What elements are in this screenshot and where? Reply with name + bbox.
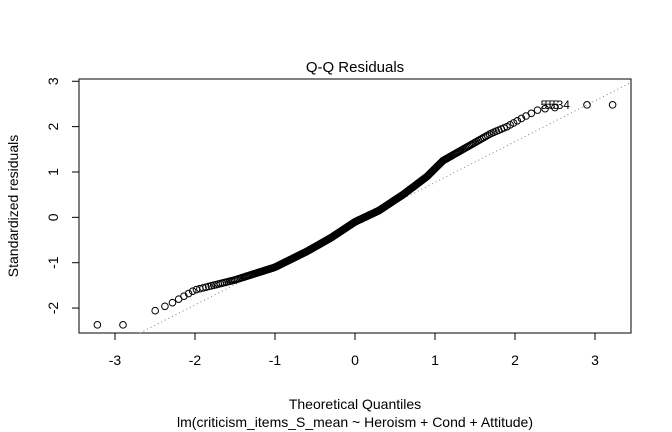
data-point xyxy=(608,101,617,109)
x-axis-label: Theoretical Quantiles xyxy=(289,396,421,412)
y-tick-label: 1 xyxy=(45,168,61,176)
x-tick-label: 0 xyxy=(351,352,359,368)
x-tick-label: -1 xyxy=(269,352,282,368)
y-tick-label: 0 xyxy=(45,213,61,221)
y-tick-label: -2 xyxy=(45,302,61,315)
data-point xyxy=(517,114,526,123)
chart-subtitle: lm(criticism_items_S_mean ~ Heroism + Co… xyxy=(177,414,533,430)
data-point xyxy=(161,302,169,311)
data-point xyxy=(199,284,207,292)
point-label: 5 xyxy=(545,98,552,112)
data-point xyxy=(168,298,177,307)
y-tick-label: 3 xyxy=(45,77,61,85)
data-point xyxy=(119,321,127,329)
x-tick-label: -2 xyxy=(189,352,202,368)
data-point xyxy=(541,104,549,113)
point-label: 5 xyxy=(553,98,560,112)
data-point xyxy=(513,116,522,125)
data-point xyxy=(481,132,490,141)
data-point xyxy=(184,289,193,298)
plot-frame xyxy=(78,78,632,334)
axes-group: -3 -2 -1 0 1 2 3 -2 -1 0 1 2 3 xyxy=(45,77,632,368)
x-tick-label: 1 xyxy=(431,352,439,368)
data-point xyxy=(551,103,559,112)
data-point xyxy=(151,306,159,315)
y-tick-label: 2 xyxy=(45,123,61,131)
data-point xyxy=(527,109,536,118)
chart-title: Q-Q Residuals xyxy=(306,59,404,76)
data-point xyxy=(583,101,591,109)
point-label: 5 xyxy=(541,98,548,112)
data-point xyxy=(533,106,542,114)
data-point xyxy=(93,321,102,329)
data-point xyxy=(479,133,488,142)
point-label: 5 xyxy=(549,98,556,112)
x-tick-label: 3 xyxy=(591,352,599,368)
y-tick-label: -1 xyxy=(45,256,61,269)
data-point xyxy=(188,287,197,296)
point-label: 34 xyxy=(557,98,571,112)
x-tick-label: 2 xyxy=(511,352,519,368)
data-point xyxy=(478,134,486,143)
y-axis-label: Standardized residuals xyxy=(5,135,21,277)
data-point xyxy=(483,131,492,140)
x-tick-label: -3 xyxy=(109,352,122,368)
data-point xyxy=(509,119,518,127)
points-group xyxy=(93,101,617,329)
